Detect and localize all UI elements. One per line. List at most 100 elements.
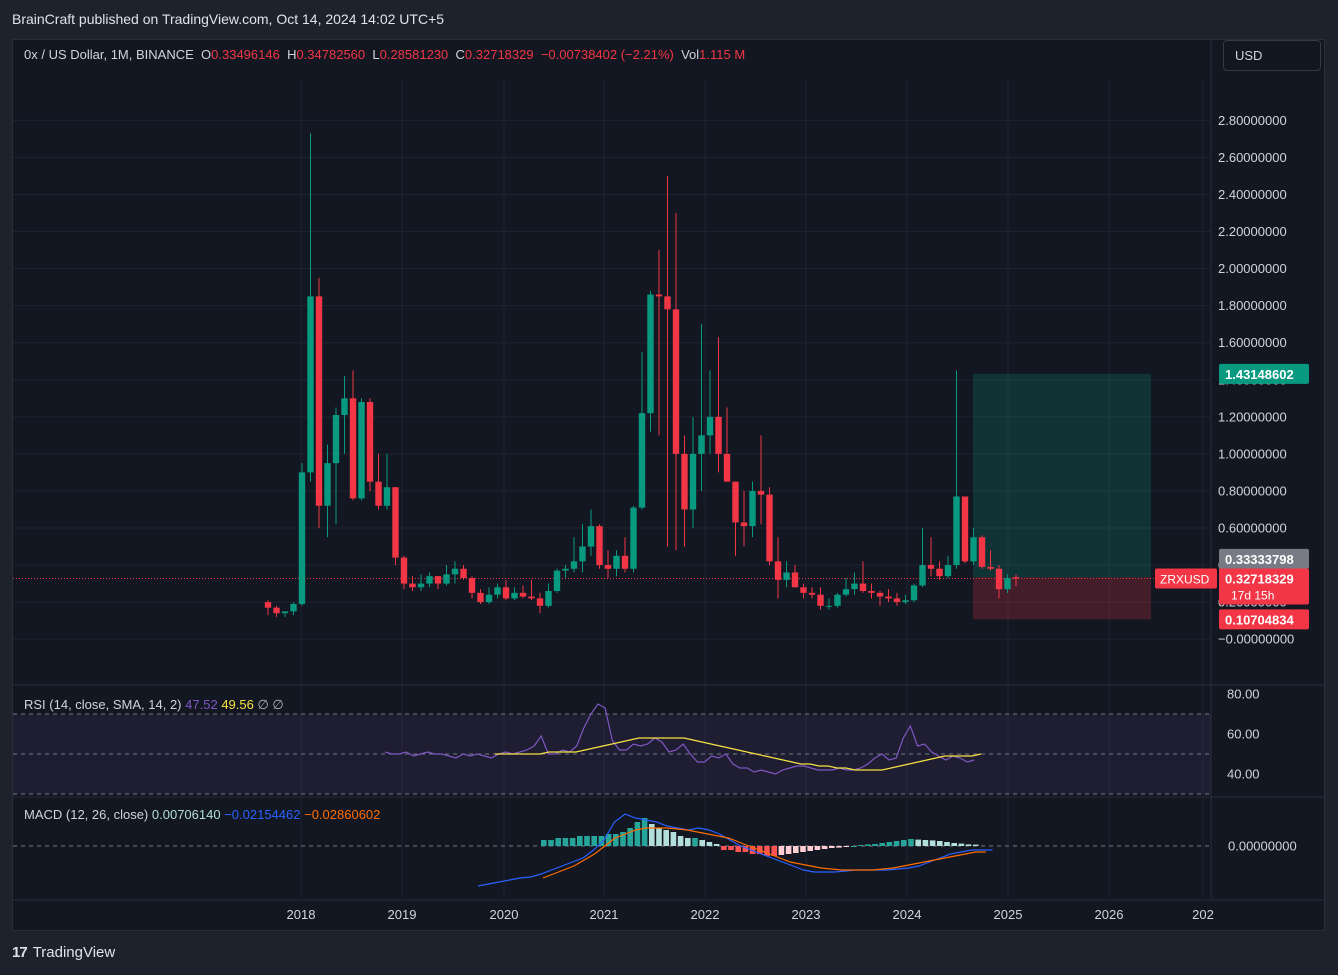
candle xyxy=(749,481,756,538)
candle xyxy=(919,528,926,588)
candle xyxy=(715,337,722,473)
macd-histogram-bar xyxy=(605,834,612,846)
candle xyxy=(664,175,671,547)
candle-body xyxy=(307,296,314,473)
candle-body xyxy=(417,583,425,588)
macd-histogram-bar xyxy=(620,832,626,846)
candle xyxy=(808,587,816,599)
candle-body xyxy=(409,583,416,588)
candle-body xyxy=(902,600,909,603)
candle-body xyxy=(800,587,807,593)
legend-h-label: H xyxy=(287,47,297,62)
candle xyxy=(468,576,476,599)
legend-close: 0.32718329 xyxy=(464,47,534,62)
candle-body xyxy=(791,572,799,588)
candle xyxy=(927,537,935,577)
macd-histogram-bar xyxy=(778,846,785,855)
candle xyxy=(553,568,561,593)
candle xyxy=(375,453,382,510)
symbol-tag: ZRXUSD xyxy=(1160,573,1210,587)
candle xyxy=(315,277,323,528)
candle-body xyxy=(953,496,960,566)
candle xyxy=(757,435,765,525)
macd-histogram-bar xyxy=(735,846,741,852)
candle xyxy=(349,370,357,501)
candle-body xyxy=(1004,578,1011,590)
macd-histogram-bar xyxy=(958,843,965,846)
position-loss-zone xyxy=(973,577,1151,620)
chart-frame[interactable]: 2.80000000 2.60000000 2.40000000 2.20000000… xyxy=(12,39,1325,931)
candle xyxy=(273,605,280,617)
candle xyxy=(987,550,994,571)
macd-histogram-bar xyxy=(821,846,828,849)
candle-body xyxy=(825,605,833,607)
candle xyxy=(698,324,705,491)
candle xyxy=(791,565,799,588)
candle xyxy=(783,561,790,588)
candle-body xyxy=(579,546,586,562)
candle-body xyxy=(281,611,289,614)
candle xyxy=(953,370,960,569)
price-tick-label: −0.00000000 xyxy=(1218,632,1294,647)
time-tick-label: 2021 xyxy=(590,907,619,922)
macd-histogram-bar xyxy=(879,843,885,846)
candle-body xyxy=(562,568,569,571)
candle-body xyxy=(774,561,782,580)
candle xyxy=(392,487,399,566)
currency-button[interactable]: USD xyxy=(1223,40,1321,71)
candle-body xyxy=(315,296,323,506)
candle-body xyxy=(536,598,544,606)
macd-histogram-bar xyxy=(613,834,619,846)
time-tick-label: 2022 xyxy=(691,907,720,922)
macd-histogram-bar xyxy=(577,836,583,846)
macd-histogram-bar xyxy=(742,846,749,852)
candle-body xyxy=(834,594,841,606)
macd-histogram-bar xyxy=(850,846,857,847)
macd-histogram-bar xyxy=(937,841,943,846)
candle-body xyxy=(970,537,977,562)
time-tick-label: 2020 xyxy=(490,907,519,922)
time-tick-label: 2023 xyxy=(792,907,821,922)
candle-body xyxy=(587,526,595,547)
candle xyxy=(587,509,595,556)
candle-body xyxy=(698,435,705,454)
publisher-line: BrainCraft published on TradingView.com,… xyxy=(12,11,445,27)
candle xyxy=(528,579,535,601)
macd-histogram-bar xyxy=(865,844,871,846)
tradingview-logo-icon: 17 xyxy=(12,944,28,961)
candle-body xyxy=(868,591,875,593)
macd-histogram-bar xyxy=(699,840,705,846)
candle xyxy=(1004,574,1011,593)
macd-histogram-bar xyxy=(829,846,835,848)
candle-body xyxy=(961,496,969,562)
tradingview-logo[interactable]: 17 TradingView xyxy=(12,944,115,961)
candle-body xyxy=(732,481,739,523)
candle xyxy=(613,550,620,577)
candle-body xyxy=(783,572,790,580)
legend-high: 0.34782560 xyxy=(296,47,366,62)
candle xyxy=(290,602,297,616)
chart-svg[interactable]: 2.80000000 2.60000000 2.40000000 2.20000000… xyxy=(13,40,1324,930)
candle-body xyxy=(451,568,459,575)
candle xyxy=(570,537,578,573)
candle xyxy=(409,576,416,591)
rsi-sma-value: 49.56 xyxy=(221,697,254,712)
candle xyxy=(647,290,654,432)
candle xyxy=(264,600,272,616)
rsi-line xyxy=(384,703,975,775)
candle xyxy=(630,505,637,573)
position-profit-zone xyxy=(973,373,1151,578)
candle-body xyxy=(519,592,527,597)
legend-open: 0.33496146 xyxy=(211,47,280,62)
rsi-extra: ∅ ∅ xyxy=(257,697,284,712)
candle-body xyxy=(460,568,467,579)
candle-body xyxy=(511,592,518,599)
macd-histogram-bar xyxy=(915,839,921,846)
candle xyxy=(383,453,391,510)
macd-histogram-bar xyxy=(951,843,957,846)
candle xyxy=(817,587,824,610)
macd-histogram-bar xyxy=(598,836,605,846)
candle-body xyxy=(859,583,867,591)
candle xyxy=(562,565,569,579)
macd-histogram-bar xyxy=(929,840,936,846)
